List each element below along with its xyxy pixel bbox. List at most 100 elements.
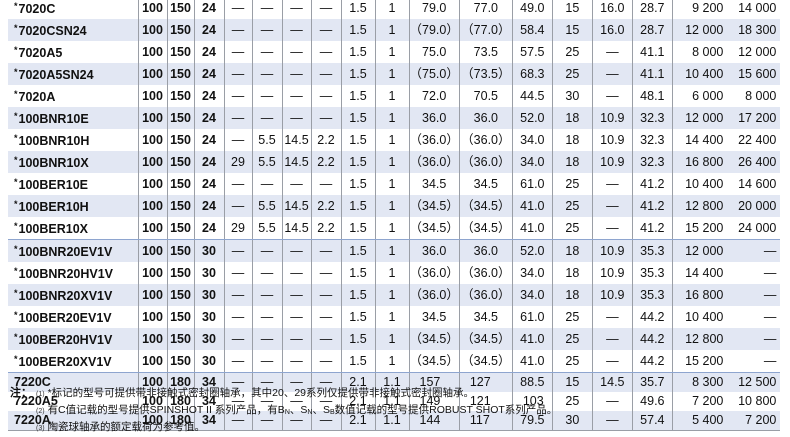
table-cell: 9 200 bbox=[671, 0, 728, 19]
table-cell: — bbox=[310, 392, 341, 411]
table-cell: 1 bbox=[374, 328, 409, 350]
table-cell: — bbox=[310, 328, 341, 350]
table-cell: — bbox=[223, 284, 252, 306]
table-cell: 25 bbox=[551, 173, 593, 195]
table-cell: — bbox=[223, 239, 252, 262]
table-cell: （36.0） bbox=[408, 262, 460, 284]
table-cell: 1 bbox=[374, 239, 409, 262]
table-cell: 15 bbox=[551, 372, 593, 392]
table-cell: 41.1 bbox=[631, 41, 673, 63]
table-cell: 1.5 bbox=[340, 41, 375, 63]
table-row: *7020A5 100 150 24— — — —1.5 1 75.0 73.5 57.5 25—41… bbox=[8, 41, 780, 63]
table-cell: — bbox=[251, 411, 282, 431]
table-cell: 150 bbox=[166, 328, 194, 350]
table-cell: 10.9 bbox=[591, 284, 633, 306]
table-cell: 16.0 bbox=[591, 0, 633, 19]
table-cell: 14 600 bbox=[738, 176, 777, 191]
table-cell: 15 bbox=[551, 19, 593, 41]
star-mark: * bbox=[14, 288, 18, 298]
bearing-model: *7020A5SN24 bbox=[8, 63, 138, 85]
table-cell: 25 bbox=[551, 217, 593, 240]
table-cell: — bbox=[591, 350, 633, 373]
table-cell: — bbox=[310, 0, 341, 19]
table-cell: 100 bbox=[137, 107, 167, 129]
bearing-model: *100BER10E bbox=[14, 177, 89, 192]
table-cell: 100 bbox=[137, 284, 167, 306]
table-cell: （75.0） bbox=[408, 63, 460, 85]
table-cell: 25 bbox=[551, 195, 593, 217]
table-cell: 2.2 bbox=[310, 217, 341, 240]
table-cell: — bbox=[281, 41, 311, 63]
table-cell: 36.0 bbox=[408, 239, 460, 262]
table-cell: 25 bbox=[551, 392, 593, 411]
table-cell: 12 000 bbox=[738, 44, 777, 59]
table-cell: 100 bbox=[137, 392, 167, 411]
table-cell: 41.0 bbox=[511, 195, 553, 217]
table-cell: — bbox=[251, 0, 282, 19]
table-cell: 1 bbox=[374, 350, 409, 373]
table-cell: 150 bbox=[166, 19, 194, 41]
table-cell: 10 400 bbox=[671, 63, 728, 85]
table-cell: 61.0 bbox=[511, 306, 553, 328]
table-cell: 1.5 bbox=[340, 107, 375, 129]
table-cell: 150 bbox=[166, 284, 194, 306]
table-cell: 1 bbox=[374, 217, 409, 240]
bearing-model: *100BNR10H bbox=[14, 133, 90, 148]
table-cell: （36.0） bbox=[458, 262, 513, 284]
notes-label: 注： bbox=[10, 387, 32, 399]
table-cell: — bbox=[310, 19, 341, 41]
star-mark: * bbox=[14, 199, 18, 209]
table-cell: 17 200 bbox=[727, 107, 781, 129]
table-cell: — bbox=[281, 411, 311, 431]
table-cell: 24 bbox=[193, 107, 224, 129]
table-cell: 100 bbox=[137, 350, 167, 373]
star-mark: * bbox=[14, 45, 18, 55]
table-cell: （34.5） bbox=[458, 195, 513, 217]
table-cell: 150 bbox=[166, 195, 194, 217]
table-cell: 5 400 bbox=[671, 411, 728, 431]
table-cell: 117 bbox=[458, 411, 513, 431]
table-cell: — bbox=[310, 173, 341, 195]
table-cell: 44.5 bbox=[511, 85, 553, 107]
table-cell: 8 000 bbox=[745, 88, 777, 103]
table-cell: 24 bbox=[193, 0, 224, 19]
table-cell: 32.3 bbox=[631, 107, 673, 129]
table-cell: （36.0） bbox=[458, 129, 513, 151]
table-cell: 1.5 bbox=[340, 63, 375, 85]
table-cell: 48.1 bbox=[631, 85, 673, 107]
table-cell: 150 bbox=[166, 0, 194, 19]
table-cell: 22 400 bbox=[738, 132, 777, 147]
table-cell: — bbox=[591, 217, 633, 240]
table-cell: 68.3 bbox=[511, 63, 553, 85]
table-cell: 24 bbox=[193, 63, 224, 85]
table-cell: — bbox=[251, 107, 282, 129]
bearing-model: *7020A bbox=[14, 89, 56, 104]
table-cell: 75.0 bbox=[408, 41, 460, 63]
table-cell: — bbox=[591, 63, 633, 85]
table-cell: 1.5 bbox=[340, 306, 375, 328]
table-cell: 149 bbox=[408, 392, 460, 411]
table-cell: 25 bbox=[551, 328, 593, 350]
bearing-model: *100BNR20HV1V bbox=[14, 266, 114, 281]
table-row: 7220A 100 180 34— — — —2.1 1.1 144 117 79.5 30—57.4… bbox=[8, 411, 781, 431]
table-cell: 30 bbox=[193, 262, 224, 284]
table-cell: 100 bbox=[137, 262, 167, 284]
table-cell: 34.5 bbox=[458, 173, 513, 195]
table-cell: 150 bbox=[166, 41, 194, 63]
star-mark: * bbox=[14, 177, 18, 187]
table-cell: 25 bbox=[551, 350, 593, 373]
table-cell: — bbox=[281, 19, 311, 41]
star-mark: * bbox=[14, 354, 18, 364]
table-cell: 100 bbox=[137, 217, 167, 240]
table-cell: 24 bbox=[193, 195, 224, 217]
table-cell: 44.2 bbox=[631, 350, 673, 373]
table-cell: — bbox=[223, 195, 252, 217]
table-cell: 30 bbox=[193, 239, 224, 262]
table-cell: 1 bbox=[374, 173, 409, 195]
table-cell: 10.9 bbox=[591, 151, 633, 173]
table-cell: — bbox=[251, 262, 282, 284]
table-cell: — bbox=[223, 63, 252, 85]
table-cell: — bbox=[223, 262, 252, 284]
table-cell: 103 bbox=[511, 392, 553, 411]
table-cell: （36.0） bbox=[458, 284, 513, 306]
